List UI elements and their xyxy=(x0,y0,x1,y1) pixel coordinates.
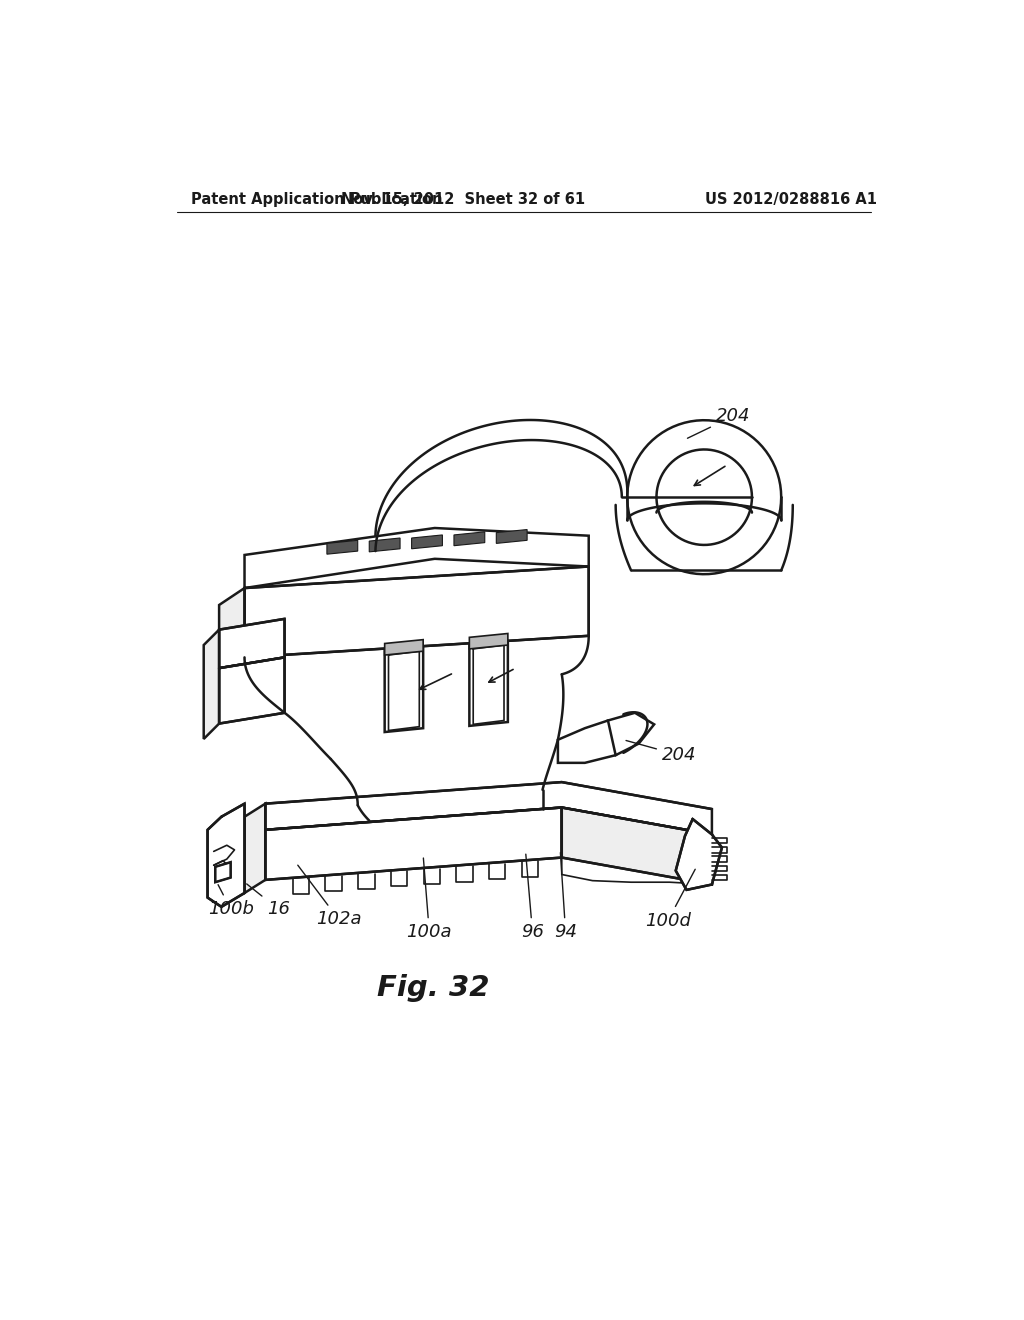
Text: 204: 204 xyxy=(626,741,696,764)
Polygon shape xyxy=(204,630,219,739)
Polygon shape xyxy=(562,808,712,884)
Polygon shape xyxy=(454,532,484,545)
Text: 100d: 100d xyxy=(645,870,695,929)
Polygon shape xyxy=(208,804,245,907)
Polygon shape xyxy=(412,535,442,549)
Text: Nov. 15, 2012  Sheet 32 of 61: Nov. 15, 2012 Sheet 32 of 61 xyxy=(341,191,586,207)
Polygon shape xyxy=(370,539,400,552)
Text: Fig. 32: Fig. 32 xyxy=(377,974,489,1002)
Text: 16: 16 xyxy=(247,884,290,919)
Text: 96: 96 xyxy=(521,854,544,941)
Polygon shape xyxy=(219,619,285,668)
Polygon shape xyxy=(608,713,654,755)
Polygon shape xyxy=(385,640,423,655)
Text: 100a: 100a xyxy=(407,858,452,941)
Polygon shape xyxy=(497,529,527,544)
Polygon shape xyxy=(558,719,635,763)
Polygon shape xyxy=(245,528,589,589)
Polygon shape xyxy=(327,540,357,554)
Polygon shape xyxy=(245,804,265,892)
Polygon shape xyxy=(219,657,285,723)
Text: US 2012/0288816 A1: US 2012/0288816 A1 xyxy=(706,191,878,207)
Text: 94: 94 xyxy=(554,853,578,941)
Polygon shape xyxy=(219,589,245,675)
Polygon shape xyxy=(265,808,562,880)
Polygon shape xyxy=(469,642,508,726)
Text: 100b: 100b xyxy=(208,884,254,919)
Polygon shape xyxy=(265,781,712,834)
Polygon shape xyxy=(385,647,423,733)
Circle shape xyxy=(628,420,781,574)
Text: Patent Application Publication: Patent Application Publication xyxy=(190,191,442,207)
Text: 204: 204 xyxy=(687,408,751,438)
Polygon shape xyxy=(245,566,589,657)
Text: 102a: 102a xyxy=(298,865,361,928)
Polygon shape xyxy=(676,818,722,890)
Polygon shape xyxy=(215,862,230,882)
Polygon shape xyxy=(469,634,508,649)
